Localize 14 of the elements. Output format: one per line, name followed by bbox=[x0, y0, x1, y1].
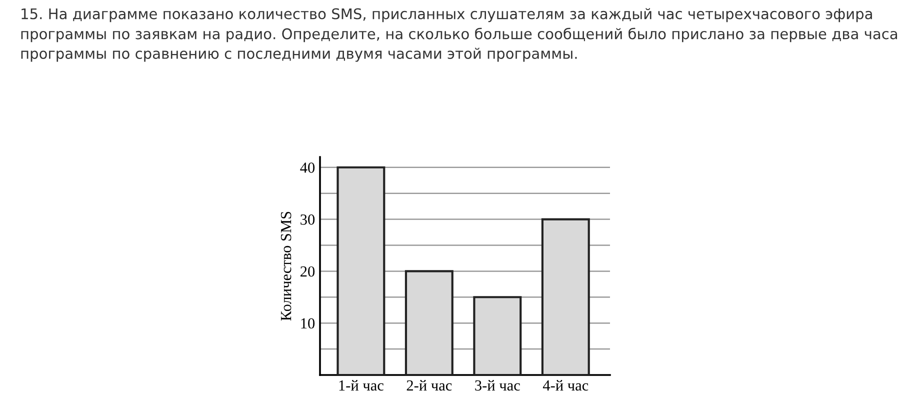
chart-title: 15. На диаграмме показано количество SMS, присланных слушателям за каждый час четырехчасового эфира программы по заявкам на радио. Определите, на сколько больше сообщений было прислано за первые два часа программы по сравнению с последними двумя часами этой программы. bbox=[21, 8, 898, 62]
bar bbox=[404, 270, 454, 375]
x-tick-label: 1-й час bbox=[339, 380, 384, 391]
y-tick-label: 30 bbox=[300, 214, 315, 225]
y-tick-label: 10 bbox=[301, 318, 315, 329]
x-tick-label: 3-й час bbox=[475, 380, 520, 391]
bar bbox=[473, 296, 522, 375]
bar bbox=[336, 166, 386, 375]
y-tick-label: 40 bbox=[300, 162, 315, 173]
x-tick-label: 2-й час bbox=[406, 380, 452, 391]
x-tick-label: 4-й час bbox=[542, 380, 588, 391]
bar bbox=[541, 218, 590, 375]
y-axis-title: Количество SMS bbox=[280, 212, 292, 321]
y-tick-label: 20 bbox=[300, 266, 315, 277]
